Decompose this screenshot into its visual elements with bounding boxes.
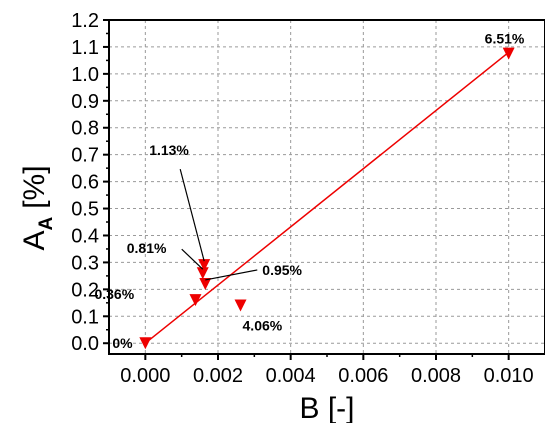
data-point-marker xyxy=(198,259,211,272)
grid xyxy=(109,19,545,354)
data-point-marker xyxy=(196,267,209,280)
y-tick-label: 0.5 xyxy=(71,199,99,221)
x-tick-label: 0.002 xyxy=(193,365,243,387)
y-tick-label: 0.3 xyxy=(71,252,99,274)
x-tick-label: 0.004 xyxy=(266,365,316,387)
y-axis-label: AA [%] xyxy=(18,165,57,250)
fit-line-group xyxy=(144,51,510,344)
x-axis-label: B [-] xyxy=(299,392,354,423)
data-label: 0.36% xyxy=(94,286,134,302)
x-tick-label: 0.000 xyxy=(120,365,170,387)
y-tick-label: 0.8 xyxy=(71,118,99,140)
y-tick-label: 1.2 xyxy=(71,10,99,32)
x-tick-label: 0.008 xyxy=(411,365,461,387)
data-point-marker xyxy=(189,294,202,307)
y-tick-label: 0.6 xyxy=(71,172,99,194)
axes: 0.00.10.20.30.40.50.60.70.80.91.01.11.20… xyxy=(71,10,534,387)
data-label: 0% xyxy=(112,335,133,351)
data-point-marker xyxy=(199,277,212,290)
annotation-arrow xyxy=(179,168,205,262)
svg-text:AA[%]: AA [%] xyxy=(18,165,57,250)
y-tick-label: 0.9 xyxy=(71,91,99,113)
y-tick-label: 0.2 xyxy=(71,279,99,301)
annotations: 0% 0.36% 0.81% 0.95% 1.13% 4.06% 6.51% xyxy=(94,31,524,352)
y-tick-label: 1.1 xyxy=(71,37,99,59)
y-tick-label: 0.4 xyxy=(71,225,99,247)
y-tick-label: 0.0 xyxy=(71,333,99,355)
x-tick-label: 0.006 xyxy=(338,365,388,387)
data-label: 0.95% xyxy=(262,262,302,278)
y-tick-label: 0.1 xyxy=(71,306,99,328)
data-points xyxy=(139,47,515,350)
data-label: 0.81% xyxy=(127,240,167,256)
data-point-marker xyxy=(502,47,515,60)
data-point-marker xyxy=(234,299,247,312)
data-label: 6.51% xyxy=(485,31,525,47)
plot-frame xyxy=(108,19,545,355)
y-axis-label-subscript: A xyxy=(36,217,57,231)
annotation-arrow xyxy=(181,248,204,270)
data-label: 4.06% xyxy=(243,318,283,334)
fit-line xyxy=(144,51,510,344)
data-point-marker xyxy=(139,337,152,350)
y-axis-label-unit: [%] xyxy=(18,165,51,208)
x-tick-label: 0.010 xyxy=(484,365,534,387)
y-tick-label: 0.7 xyxy=(71,145,99,167)
annotation-arrow xyxy=(205,269,258,281)
y-tick-label: 1.0 xyxy=(71,64,99,86)
data-label: 1.13% xyxy=(149,142,189,158)
y-axis-label-main: A xyxy=(18,231,51,251)
